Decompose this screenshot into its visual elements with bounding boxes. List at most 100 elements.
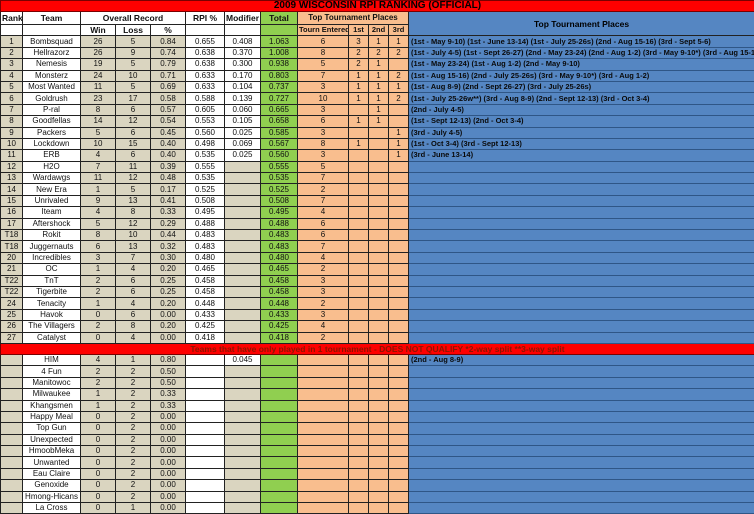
- first-place-cell[interactable]: [349, 434, 369, 445]
- pct-cell[interactable]: 0.39: [151, 161, 186, 172]
- first-place-cell[interactable]: [349, 321, 369, 332]
- win-cell[interactable]: 0: [81, 457, 116, 468]
- modifier-cell[interactable]: 0.060: [225, 104, 261, 115]
- third-place-cell[interactable]: [389, 457, 409, 468]
- modifier-cell[interactable]: 0.025: [225, 150, 261, 161]
- tourn-entered-cell[interactable]: 7: [298, 173, 349, 184]
- modifier-cell[interactable]: [225, 252, 261, 263]
- third-place-cell[interactable]: [389, 491, 409, 502]
- rpi-cell[interactable]: [186, 468, 225, 479]
- places-cell[interactable]: (1st - July 4-5) (1st - Sept 26-27) (2nd…: [409, 47, 754, 58]
- second-place-cell[interactable]: [369, 332, 389, 343]
- rpi-cell[interactable]: 0.633: [186, 70, 225, 81]
- total-cell[interactable]: [261, 446, 298, 457]
- second-place-cell[interactable]: [369, 423, 389, 434]
- rank-cell[interactable]: [1, 468, 23, 479]
- second-place-cell[interactable]: [369, 457, 389, 468]
- modifier-cell[interactable]: [225, 230, 261, 241]
- pct-cell[interactable]: 0.71: [151, 70, 186, 81]
- rank-cell[interactable]: 8: [1, 116, 23, 127]
- second-place-cell[interactable]: [369, 366, 389, 377]
- places-cell[interactable]: (2nd - July 4-5): [409, 104, 754, 115]
- tourn-entered-cell[interactable]: 3: [298, 286, 349, 297]
- rank-cell[interactable]: [1, 366, 23, 377]
- total-cell[interactable]: [261, 389, 298, 400]
- total-cell[interactable]: 0.585: [261, 127, 298, 138]
- loss-cell[interactable]: 12: [116, 218, 151, 229]
- first-place-cell[interactable]: [349, 389, 369, 400]
- rank-cell[interactable]: 6: [1, 93, 23, 104]
- modifier-cell[interactable]: [225, 480, 261, 491]
- places-cell[interactable]: (1st - July 25-26w**) (3rd - Aug 8-9) (2…: [409, 93, 754, 104]
- third-place-cell[interactable]: [389, 184, 409, 195]
- third-place-cell[interactable]: [389, 59, 409, 70]
- first-place-cell[interactable]: [349, 377, 369, 388]
- modifier-cell[interactable]: [225, 241, 261, 252]
- team-cell[interactable]: Tenacity: [23, 298, 81, 309]
- second-place-cell[interactable]: [369, 321, 389, 332]
- pct-cell[interactable]: 0.80: [151, 354, 186, 365]
- pct-cell[interactable]: 0.57: [151, 104, 186, 115]
- loss-cell[interactable]: 4: [116, 264, 151, 275]
- rpi-cell[interactable]: 0.495: [186, 207, 225, 218]
- team-cell[interactable]: OC: [23, 264, 81, 275]
- modifier-cell[interactable]: [225, 173, 261, 184]
- modifier-cell[interactable]: 0.025: [225, 127, 261, 138]
- third-place-cell[interactable]: [389, 275, 409, 286]
- pct-cell[interactable]: 0.20: [151, 298, 186, 309]
- team-cell[interactable]: Hellrazorz: [23, 47, 81, 58]
- pct-cell[interactable]: 0.40: [151, 138, 186, 149]
- third-place-cell[interactable]: [389, 230, 409, 241]
- third-place-cell[interactable]: 1: [389, 36, 409, 47]
- rank-cell[interactable]: 14: [1, 184, 23, 195]
- win-cell[interactable]: 0: [81, 423, 116, 434]
- places-cell[interactable]: [409, 411, 754, 422]
- first-place-cell[interactable]: [349, 150, 369, 161]
- third-place-cell[interactable]: [389, 218, 409, 229]
- second-place-cell[interactable]: 1: [369, 59, 389, 70]
- rpi-cell[interactable]: [186, 423, 225, 434]
- places-cell[interactable]: (1st - May 9-10) (1st - June 13-14) (1st…: [409, 36, 754, 47]
- pct-cell[interactable]: 0.54: [151, 116, 186, 127]
- win-cell[interactable]: 19: [81, 59, 116, 70]
- win-cell[interactable]: 0: [81, 503, 116, 514]
- win-cell[interactable]: 5: [81, 218, 116, 229]
- first-place-cell[interactable]: [349, 366, 369, 377]
- rpi-cell[interactable]: 0.560: [186, 127, 225, 138]
- loss-cell[interactable]: 5: [116, 81, 151, 92]
- tourn-entered-cell[interactable]: [298, 400, 349, 411]
- second-place-cell[interactable]: [369, 207, 389, 218]
- modifier-cell[interactable]: [225, 161, 261, 172]
- places-cell[interactable]: [409, 446, 754, 457]
- rpi-cell[interactable]: [186, 377, 225, 388]
- team-cell[interactable]: Unexpected: [23, 434, 81, 445]
- rpi-cell[interactable]: 0.638: [186, 47, 225, 58]
- places-cell[interactable]: [409, 230, 754, 241]
- places-cell[interactable]: [409, 434, 754, 445]
- pct-cell[interactable]: 0.33: [151, 400, 186, 411]
- places-cell[interactable]: [409, 184, 754, 195]
- pct-cell[interactable]: 0.17: [151, 184, 186, 195]
- first-place-cell[interactable]: 1: [349, 116, 369, 127]
- second-place-cell[interactable]: [369, 184, 389, 195]
- second-place-cell[interactable]: [369, 161, 389, 172]
- tourn-entered-cell[interactable]: 6: [298, 36, 349, 47]
- total-cell[interactable]: 0.448: [261, 298, 298, 309]
- rpi-cell[interactable]: 0.535: [186, 150, 225, 161]
- third-place-cell[interactable]: [389, 332, 409, 343]
- loss-cell[interactable]: 2: [116, 423, 151, 434]
- total-cell[interactable]: 0.458: [261, 275, 298, 286]
- total-cell[interactable]: [261, 377, 298, 388]
- rpi-cell[interactable]: 0.633: [186, 81, 225, 92]
- total-cell[interactable]: 0.737: [261, 81, 298, 92]
- rpi-cell[interactable]: 0.425: [186, 321, 225, 332]
- pct-cell[interactable]: 0.00: [151, 491, 186, 502]
- win-cell[interactable]: 2: [81, 377, 116, 388]
- rank-cell[interactable]: 27: [1, 332, 23, 343]
- rank-cell[interactable]: 15: [1, 195, 23, 206]
- win-cell[interactable]: 1: [81, 184, 116, 195]
- tourn-entered-cell[interactable]: [298, 446, 349, 457]
- rank-cell[interactable]: [1, 446, 23, 457]
- third-place-cell[interactable]: [389, 377, 409, 388]
- first-place-cell[interactable]: [349, 468, 369, 479]
